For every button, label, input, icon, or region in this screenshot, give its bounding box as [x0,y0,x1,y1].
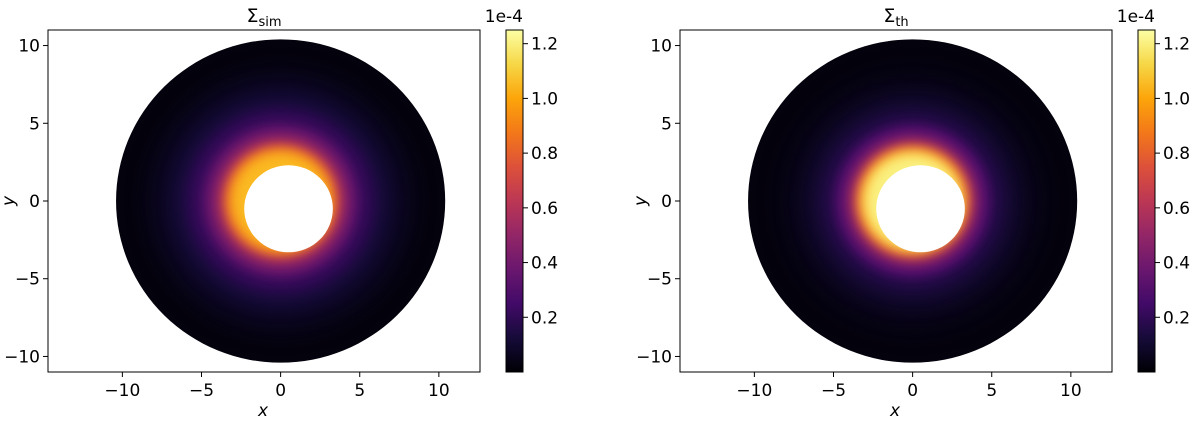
x-axis-label: x [889,401,901,421]
y-axis-label: y [0,195,19,207]
chart-title: Σsim [246,5,281,30]
title-subscript: th [895,15,908,30]
colorbar-tick-label: 0.6 [1163,199,1190,219]
y-tick-label: 10 [18,37,40,57]
colorbar-tick-label: 0.8 [1163,144,1190,164]
colorbar-tick-label: 1.0 [1163,89,1190,109]
colorbar-tick-label: 0.8 [531,144,558,164]
colorbar [505,29,524,373]
x-tick-label: 5 [986,381,997,401]
x-tick-label: −5 [189,381,214,401]
colorbar-tick-label: 1.0 [531,89,558,109]
colorbar [1137,29,1156,373]
x-tick-label: −5 [821,381,846,401]
colorbar-tick-label: 0.4 [1163,254,1190,274]
y-tick-label: 0 [661,192,672,212]
chart-title: Σth [883,5,908,30]
y-tick-label: 5 [29,114,40,134]
y-tick-label: 10 [650,37,672,57]
colorbar-tick-label: 0.2 [531,308,558,328]
title-symbol: Σ [883,5,895,27]
colorbar-tick-label: 0.6 [531,199,558,219]
colorbar-offset-label: 1e-4 [485,7,523,27]
y-tick-label: −10 [4,347,40,367]
colorbar-tick-label: 1.2 [531,35,558,55]
inner-hole [244,165,333,253]
x-tick-label: 10 [428,381,450,401]
colorbar-offset-label: 1e-4 [1117,7,1155,27]
colorbar-tick-label: 0.4 [531,254,558,274]
y-tick-label: −10 [636,347,672,367]
inner-hole [876,165,965,253]
x-tick-label: 5 [354,381,365,401]
x-axis-label: x [257,401,269,421]
y-tick-label: −5 [15,270,40,290]
title-subscript: sim [258,15,281,30]
colorbar-tick-label: 0.2 [1163,308,1190,328]
x-tick-label: 10 [1060,381,1082,401]
x-tick-label: −10 [736,381,772,401]
y-tick-label: 5 [661,114,672,134]
x-tick-label: 0 [275,381,286,401]
x-tick-label: −10 [104,381,140,401]
y-tick-label: 0 [29,192,40,212]
y-axis-label: y [631,195,651,207]
y-tick-label: −5 [647,270,672,290]
colorbar-tick-label: 1.2 [1163,35,1190,55]
x-tick-label: 0 [907,381,918,401]
title-symbol: Σ [246,5,258,27]
